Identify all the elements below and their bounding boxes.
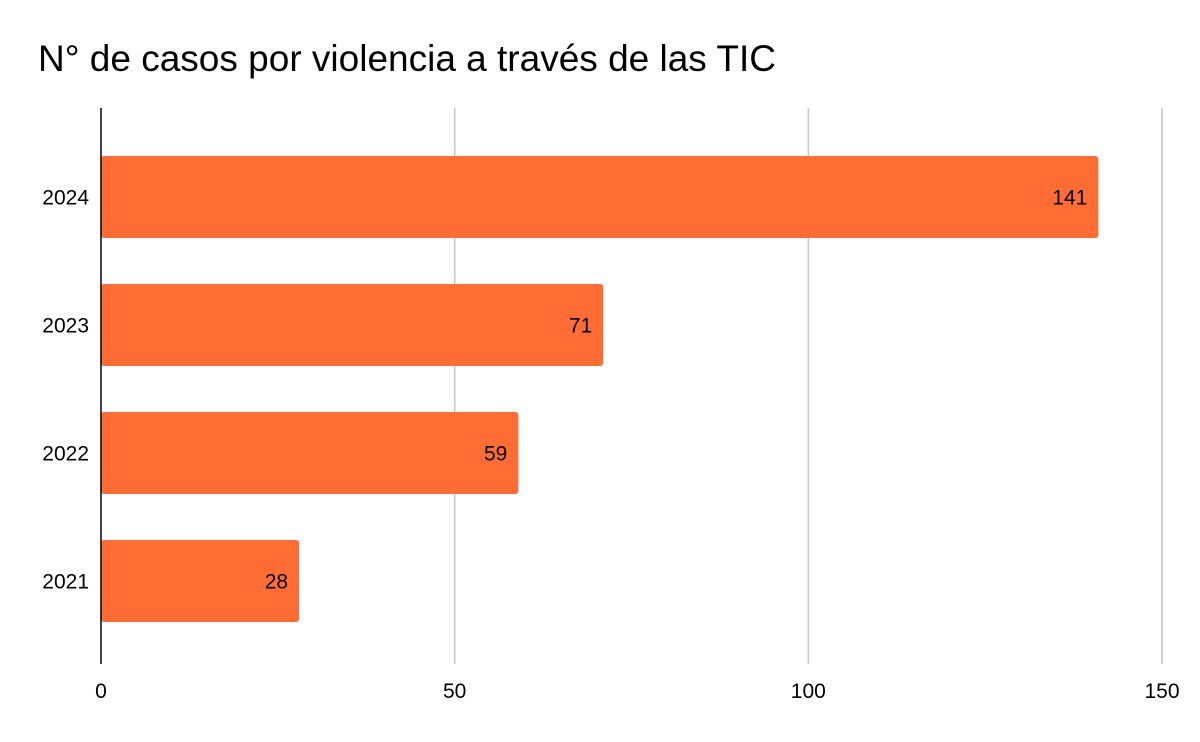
- bars: [101, 156, 1099, 622]
- y-category-label-2023: 2023: [42, 315, 89, 338]
- data-label-2023: 71: [569, 315, 592, 338]
- bar-2021: [101, 540, 300, 622]
- data-label-2024: 141: [1052, 187, 1087, 210]
- x-tick-label: 150: [1144, 680, 1179, 703]
- data-label-2021: 28: [265, 571, 288, 594]
- x-tick-label: 50: [443, 680, 466, 703]
- bar-2023: [101, 284, 604, 366]
- data-label-2022: 59: [484, 443, 507, 466]
- y-category-label-2024: 2024: [42, 187, 89, 210]
- labels: 0 50 100 150 141 2024 71 2023 59 2022 28 2021: [42, 187, 1179, 704]
- bar-2024: [101, 156, 1099, 238]
- y-category-label-2021: 2021: [42, 571, 89, 594]
- x-tick-label: 100: [791, 680, 826, 703]
- x-tick-label: 0: [95, 680, 107, 703]
- chart-title: N° de casos por violencia a través de la…: [38, 38, 777, 79]
- bar-2022: [101, 412, 519, 494]
- y-category-label-2022: 2022: [42, 443, 89, 466]
